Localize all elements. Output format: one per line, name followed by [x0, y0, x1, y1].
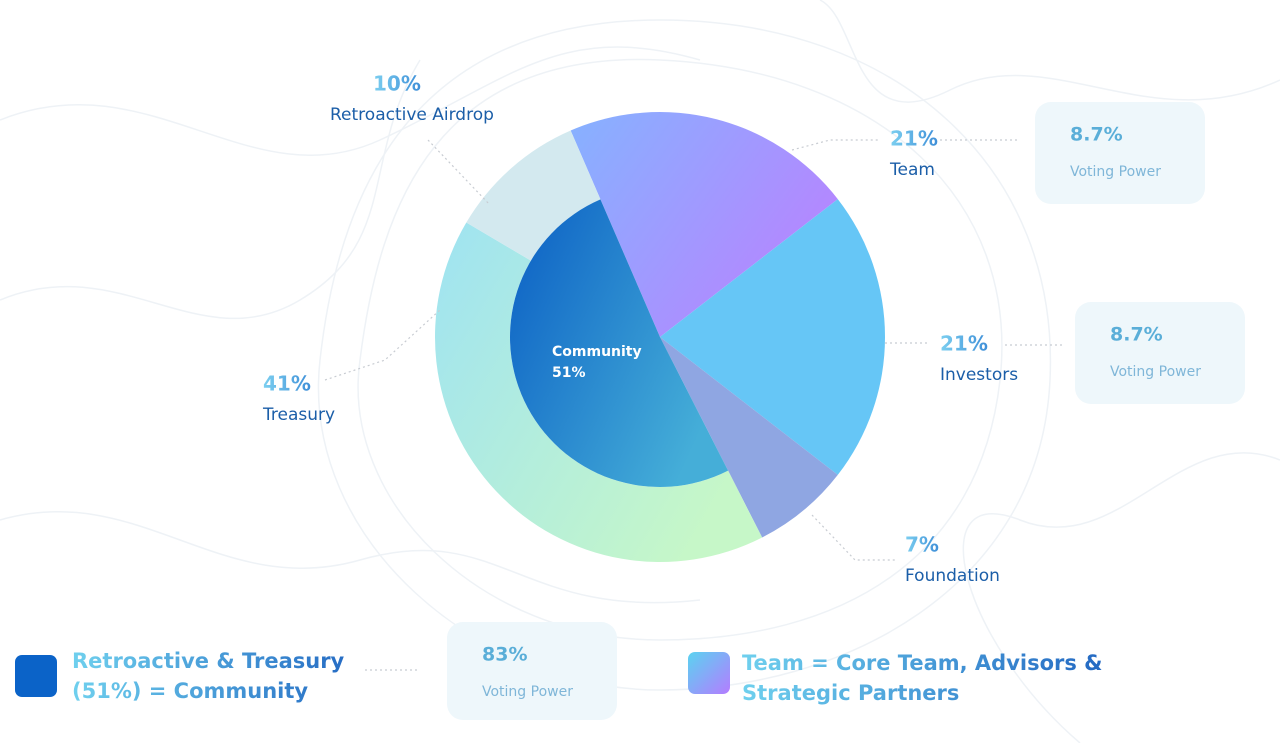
leader-line: [791, 139, 880, 151]
slice-label: Team: [889, 160, 935, 180]
center-label: Community: [552, 344, 642, 360]
voting-power-box: [1075, 302, 1245, 404]
legend-text: Retroactive & Treasury (51%) = Community: [72, 646, 372, 706]
voting-power-value: 8.7%: [1110, 324, 1163, 346]
slice-label: Foundation: [905, 566, 1000, 586]
legend-swatch: [688, 652, 730, 694]
legend-text: Team = Core Team, Advisors & Strategic P…: [742, 648, 1122, 708]
pie-slice: [466, 130, 601, 261]
voting-power-box: [447, 622, 617, 720]
leader-line: [811, 514, 895, 561]
slice-value-label: 10%: [373, 72, 421, 96]
center-value: 51%: [552, 365, 586, 381]
pie: Community 51%: [434, 111, 885, 562]
voting-power-label: Voting Power: [482, 684, 573, 700]
center-slice: [509, 199, 729, 488]
voting-power-label: Voting Power: [1110, 364, 1201, 380]
voting-power-value: 83%: [482, 644, 527, 666]
leader-line: [427, 139, 491, 206]
slice-label: Treasury: [262, 405, 335, 425]
pie-slice: [434, 222, 763, 562]
slice-value-label: 7%: [905, 533, 939, 557]
pie-slice: [660, 337, 838, 538]
leader-line: [324, 309, 441, 381]
slice-value-label: 21%: [890, 127, 938, 151]
slice-label: Investors: [940, 365, 1018, 385]
pie-slice: [570, 111, 838, 338]
legend-swatch: [15, 655, 57, 697]
labels: 21% Team 21% Investors 7% Foundation 41% Treasu…: [262, 72, 1245, 720]
voting-power-label: Voting Power: [1070, 164, 1161, 180]
slice-label: Retroactive Airdrop: [330, 105, 494, 125]
slice-value-label: 41%: [263, 372, 311, 396]
voting-power-box: [1035, 102, 1205, 204]
voting-power-value: 8.7%: [1070, 124, 1123, 146]
slice-value-label: 21%: [940, 332, 988, 356]
pie-slice: [660, 199, 885, 475]
